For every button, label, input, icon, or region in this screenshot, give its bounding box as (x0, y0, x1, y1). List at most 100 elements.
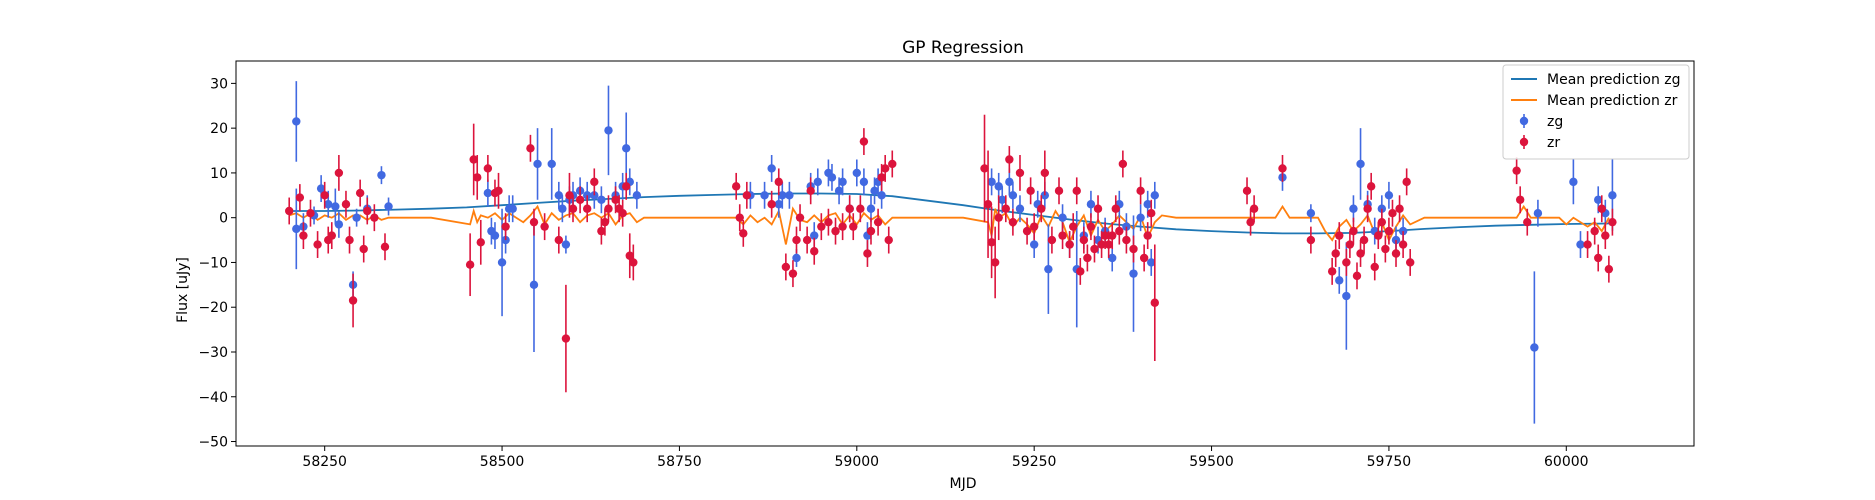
y-tick-label: −20 (198, 300, 228, 316)
x-tick-label: 59750 (1367, 454, 1412, 470)
data-point (1040, 168, 1050, 178)
data-point (1356, 159, 1365, 169)
data-point (483, 164, 493, 173)
data-point (1345, 240, 1355, 249)
legend-label: Mean prediction zg (1547, 72, 1681, 88)
data-point (1590, 226, 1599, 236)
data-point (795, 213, 805, 222)
data-point (1604, 264, 1614, 274)
data-point (1086, 200, 1096, 209)
data-point (597, 195, 606, 204)
data-point (1065, 240, 1074, 249)
data-point (1111, 204, 1120, 213)
data-point (1008, 217, 1018, 227)
data-point (1108, 231, 1117, 240)
data-point (806, 186, 815, 196)
data-point (334, 168, 344, 178)
legend-entry: zr (1519, 135, 1560, 151)
data-point (1352, 271, 1362, 281)
x-axis-label: MJD (950, 476, 977, 492)
legend-label: zr (1547, 135, 1560, 151)
data-point (1530, 343, 1539, 352)
data-point (849, 222, 858, 231)
data-point (490, 231, 500, 240)
data-point (292, 117, 301, 126)
data-point (1335, 276, 1344, 285)
series-line-mean-prediction-zr (288, 204, 1610, 245)
data-point (774, 200, 783, 209)
data-point (285, 206, 294, 216)
data-point (324, 200, 333, 209)
y-tick-label: −50 (198, 435, 228, 451)
data-point (873, 217, 883, 227)
data-point (1278, 164, 1287, 173)
data-point (597, 226, 606, 236)
x-tick-label: 58500 (480, 454, 525, 470)
data-point (1406, 258, 1415, 267)
data-point (1005, 177, 1014, 187)
data-point (802, 235, 812, 245)
data-point (1608, 191, 1617, 200)
data-point (1136, 186, 1145, 196)
data-point (526, 144, 535, 153)
data-point (1093, 204, 1103, 213)
data-point (827, 173, 837, 182)
data-point (370, 213, 379, 222)
data-point (838, 177, 847, 187)
data-point (1533, 209, 1543, 218)
data-point (792, 253, 801, 263)
data-point (888, 159, 897, 169)
data-point (866, 204, 876, 213)
legend-label: zg (1547, 114, 1563, 130)
y-axis-label: Flux [uJy] (175, 257, 191, 323)
data-point (1601, 231, 1610, 240)
data-point (1008, 191, 1018, 200)
data-point (1029, 222, 1039, 231)
data-point (1523, 217, 1532, 227)
data-point (341, 200, 351, 209)
data-point (1076, 267, 1085, 276)
data-point (334, 220, 344, 229)
y-axis: −50 −40 −30 −20 −10 0 10 20 30 (198, 76, 236, 451)
data-point (590, 177, 599, 187)
data-point (292, 224, 301, 234)
data-point (1079, 235, 1089, 245)
data-point (1331, 249, 1340, 258)
data-point (994, 213, 1003, 222)
y-tick-label: −30 (198, 345, 228, 361)
data-point (494, 186, 503, 196)
data-point (1097, 240, 1106, 249)
data-point (1374, 231, 1383, 240)
data-point (561, 240, 571, 249)
data-point (497, 258, 507, 267)
y-tick-label: 10 (210, 166, 228, 182)
data-point (781, 262, 791, 272)
data-point (1366, 182, 1376, 191)
legend-entry: Mean prediction zr (1511, 93, 1678, 109)
chart-title: GP Regression (902, 38, 1024, 58)
data-point (1306, 235, 1316, 245)
x-tick-label: 60000 (1544, 454, 1589, 470)
data-point (870, 186, 879, 196)
x-axis: 58250 58500 58750 59000 59250 59500 59750 60000 (302, 446, 1589, 470)
data-point (1054, 186, 1064, 196)
data-point (384, 202, 393, 211)
x-tick-label: 59250 (1012, 454, 1057, 470)
legend-label: Mean prediction zr (1547, 93, 1678, 109)
data-point (1576, 240, 1585, 249)
data-point (1395, 204, 1404, 213)
data-point (792, 235, 801, 245)
data-point (465, 260, 475, 269)
data-point (739, 229, 748, 238)
data-point (856, 204, 865, 213)
data-point (331, 202, 340, 211)
data-point (306, 209, 315, 218)
data-point (1150, 298, 1159, 307)
data-point (618, 209, 627, 218)
data-point (1129, 269, 1138, 278)
data-point (476, 238, 485, 247)
data-point (1569, 177, 1578, 187)
data-point (1115, 226, 1124, 236)
series-zg (292, 81, 1617, 424)
data-point (813, 177, 822, 187)
